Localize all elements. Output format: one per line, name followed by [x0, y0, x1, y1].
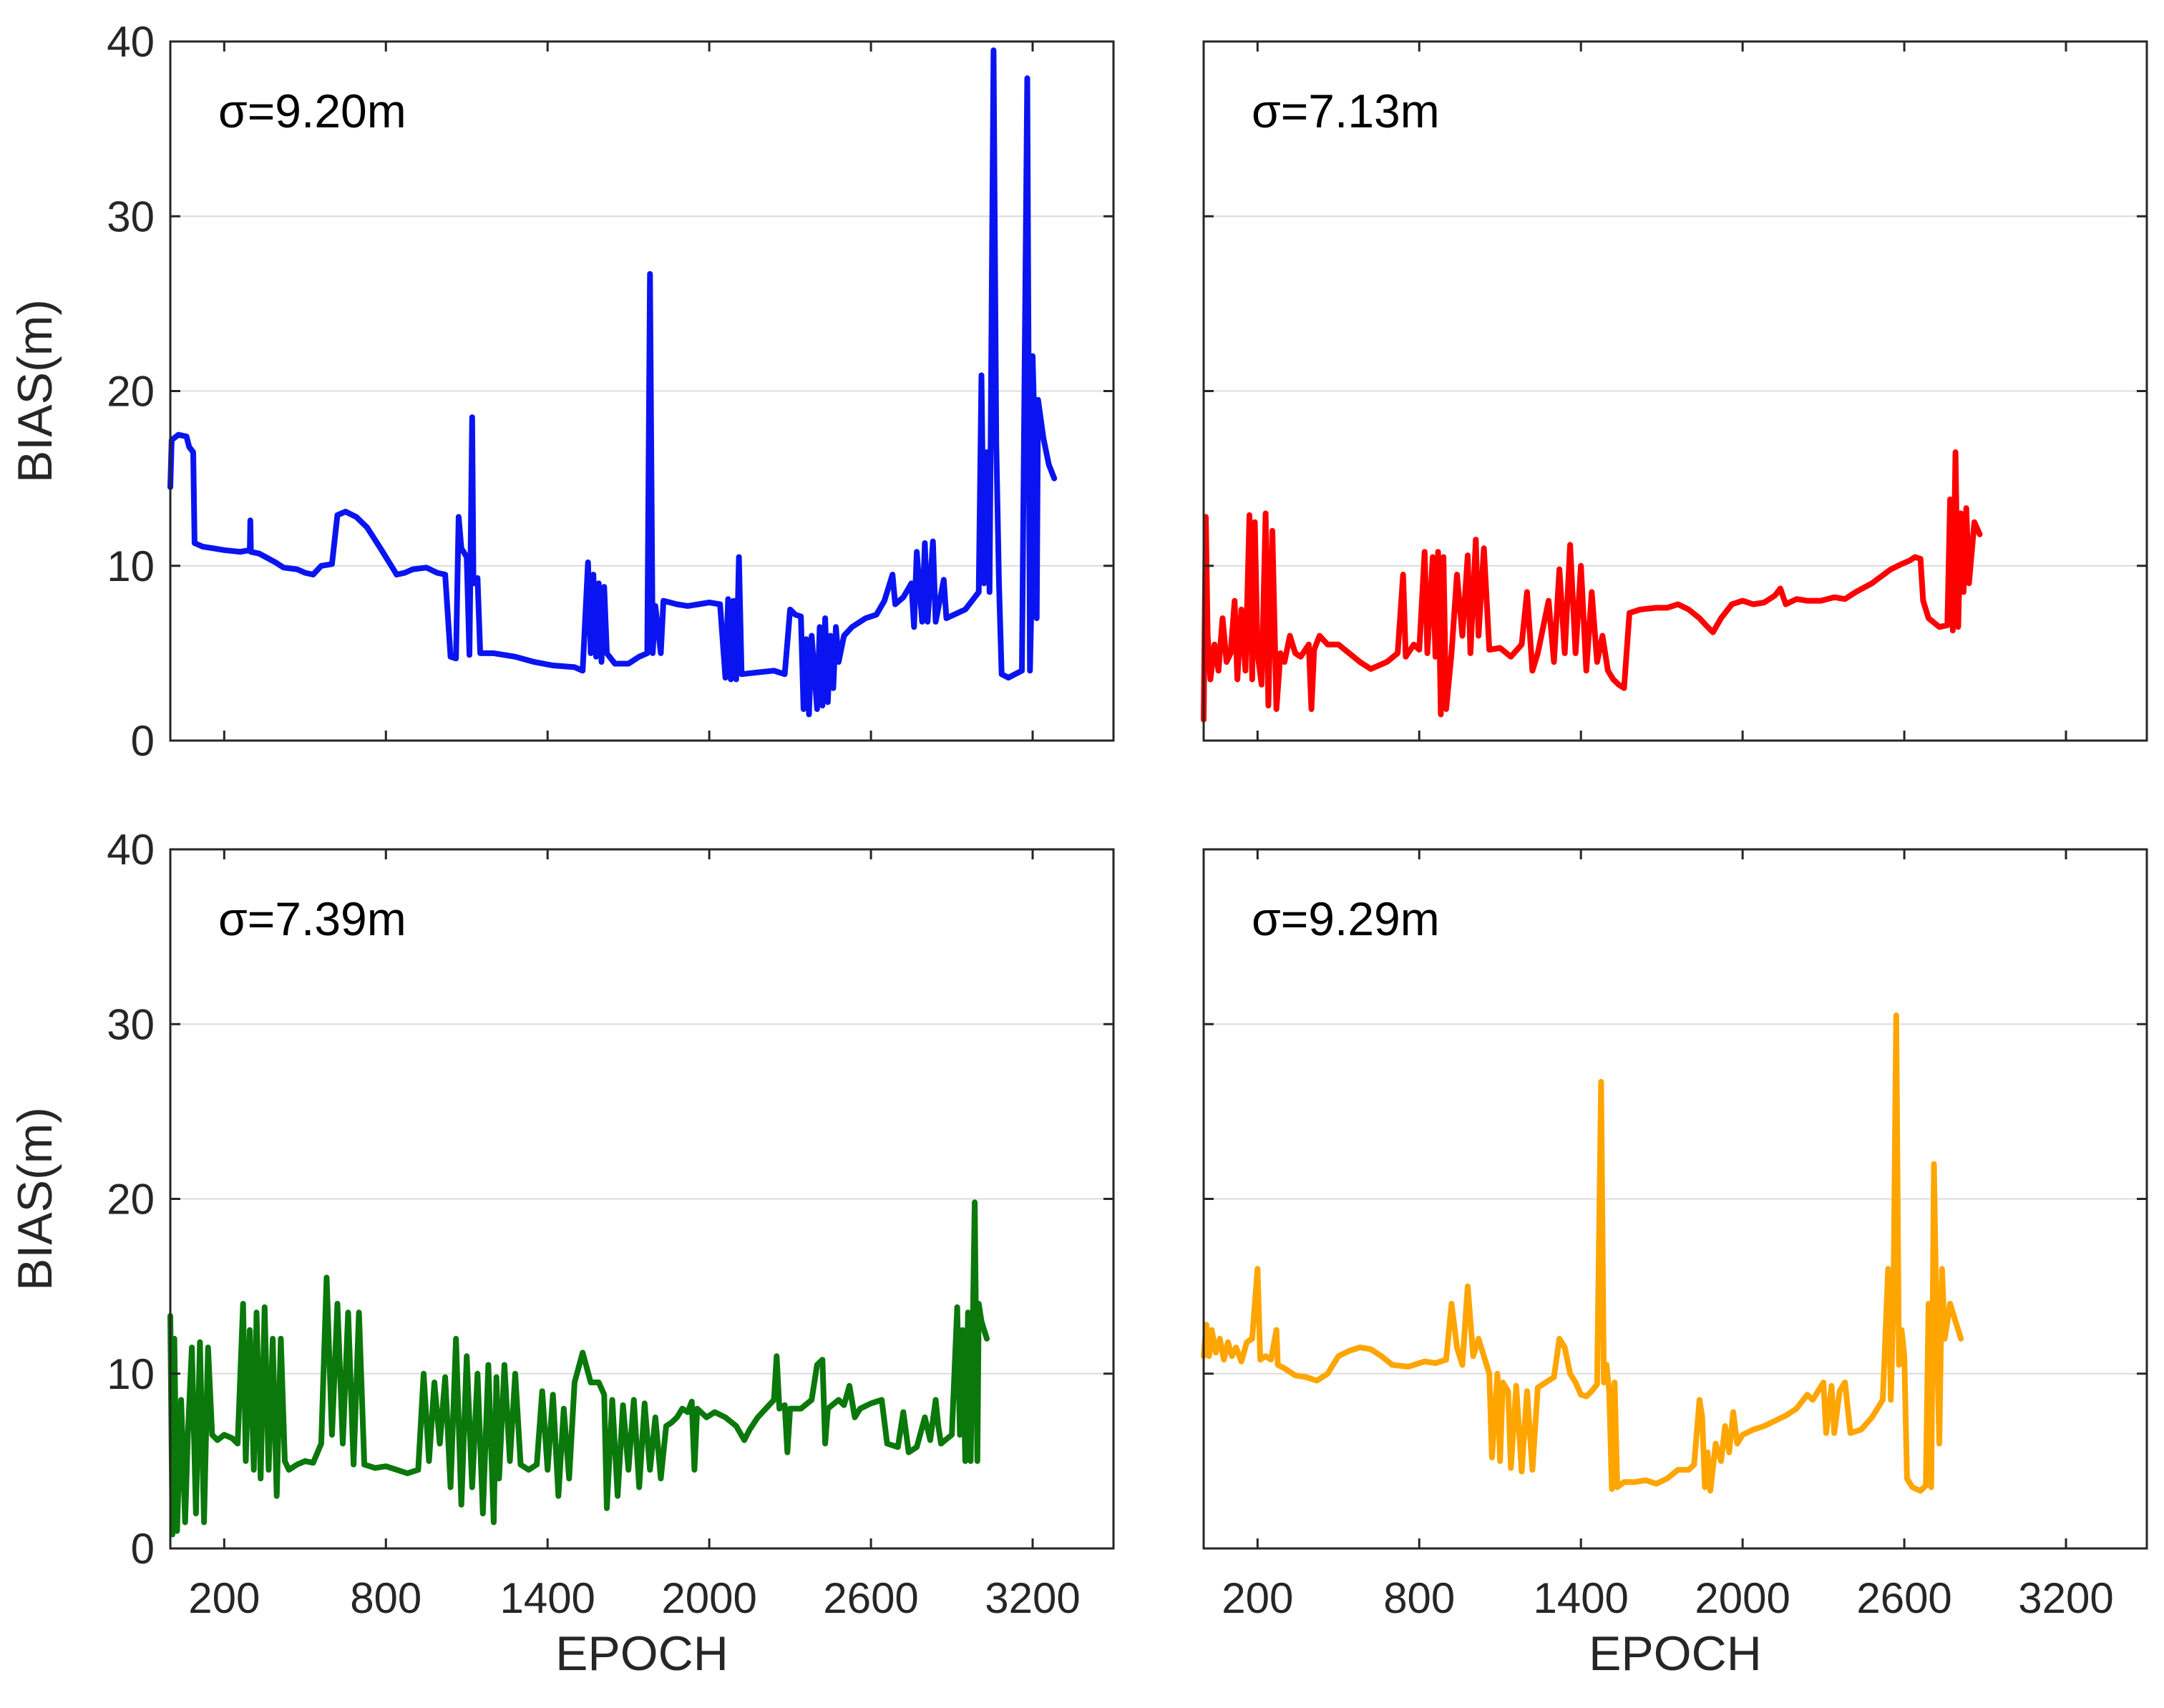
sigma-annotation: σ=9.20m — [218, 84, 406, 137]
x-tick-label: 2000 — [1695, 1574, 1790, 1622]
y-tick-label: 30 — [107, 1000, 155, 1048]
chart-panel-top-left: 0 10 20 30 40 σ=9.20m BIAS(m) — [8, 18, 1115, 765]
x-axis-label: EPOCH — [1589, 1626, 1762, 1681]
x-tick-label: 3200 — [2018, 1574, 2113, 1622]
x-tick-label: 800 — [350, 1574, 421, 1622]
chart-panel-bottom-left: 0 10 20 30 40 200 800 1400 2000 2600 3200 σ=7.39m BI… — [8, 826, 1115, 1681]
y-tick-label: 0 — [131, 717, 155, 765]
x-tick-label: 200 — [1222, 1574, 1293, 1622]
y-tick-label: 10 — [107, 1350, 155, 1398]
x-tick-label: 3200 — [985, 1574, 1080, 1622]
y-tick-label: 0 — [131, 1525, 155, 1573]
sigma-annotation: σ=9.29m — [1252, 892, 1440, 945]
x-tick-label: 1400 — [499, 1574, 595, 1622]
x-tick-label: 1400 — [1533, 1574, 1628, 1622]
chart-panel-top-right: σ=7.13m — [1201, 40, 2148, 742]
sigma-annotation: σ=7.13m — [1252, 84, 1440, 137]
y-tick-label: 30 — [107, 192, 155, 240]
chart-panel-bottom-right: 200 800 1400 2000 2600 3200 σ=9.29m EPOCH — [1201, 848, 2148, 1681]
x-axis-label: EPOCH — [555, 1626, 728, 1681]
series-line-bottom-left — [167, 1199, 990, 1538]
x-tick-label: 200 — [188, 1574, 260, 1622]
x-tick-label: 2600 — [1856, 1574, 1951, 1622]
y-tick-label: 10 — [107, 542, 155, 590]
series-line-top-right — [1201, 449, 1983, 723]
y-tick-label: 40 — [107, 826, 155, 874]
series-line-top-left — [167, 47, 1058, 718]
sigma-annotation: σ=7.39m — [218, 892, 406, 945]
x-tick-label: 2000 — [661, 1574, 756, 1622]
x-tick-label: 800 — [1383, 1574, 1455, 1622]
series-line-bottom-right — [1201, 1012, 1964, 1494]
y-tick-label: 20 — [107, 1176, 155, 1224]
y-axis-label: BIAS(m) — [8, 1107, 62, 1291]
y-axis-label: BIAS(m) — [8, 299, 62, 483]
y-tick-label: 20 — [107, 368, 155, 416]
x-tick-label: 2600 — [823, 1574, 918, 1622]
y-tick-label: 40 — [107, 18, 155, 66]
